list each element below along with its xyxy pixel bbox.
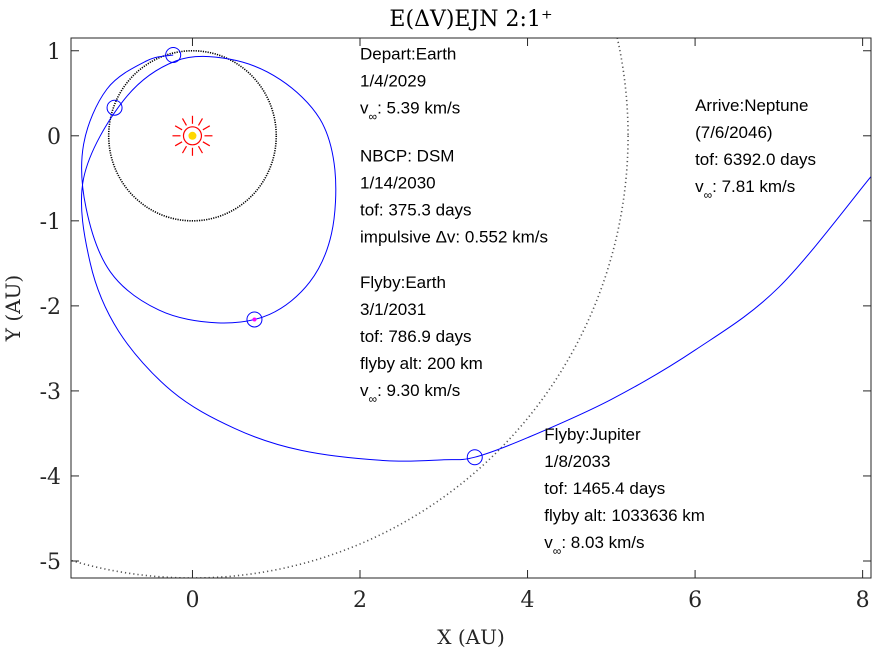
trajectory-line — [80, 54, 871, 462]
y-tick-label: -4 — [40, 465, 61, 490]
sun-ray — [181, 118, 187, 126]
annotation-line: 1/8/2033 — [544, 452, 610, 471]
dsm-annotation: NBCP: DSM 1/14/2030 tof: 375.3 days impulsi… — [360, 146, 548, 246]
sun-ray — [197, 118, 203, 126]
y-tick-label: -2 — [40, 295, 61, 320]
annotation-line: Flyby:Earth — [360, 273, 446, 292]
sun-ray — [181, 145, 187, 154]
earth-position-marker — [106, 99, 123, 116]
sun-disc — [182, 126, 203, 146]
annotation-line: tof: 786.9 days — [360, 327, 472, 346]
sun-ray — [174, 125, 183, 131]
y-tick-label: -3 — [40, 380, 61, 405]
earth-flyby-annotation: Flyby:Earth 3/1/2031 tof: 786.9 days flyby … — [360, 273, 483, 406]
x-tick-label: 2 — [353, 588, 367, 613]
annotations: Depart:Earth 1/4/2029 v∞: 5.39 km/s NBCP: D… — [360, 44, 816, 558]
x-axis-label: X (AU) — [437, 625, 505, 649]
jupiter-orbit-line — [71, 38, 629, 578]
sun-core — [188, 131, 197, 140]
chart-title: E(ΔV)EJN 2:1⁺ — [389, 7, 552, 32]
dsm-marker — [246, 311, 263, 328]
jupiter-flyby-annotation: Flyby:Jupiter 1/8/2033 tof: 1465.4 days fly… — [544, 425, 705, 558]
sun-ray — [202, 141, 211, 147]
annotation-line: 3/1/2031 — [360, 300, 426, 319]
annotation-line: tof: 6392.0 days — [695, 150, 816, 169]
y-tick-label: -1 — [40, 210, 61, 235]
x-tick-label: 8 — [856, 588, 870, 613]
jupiter-flyby-marker — [466, 449, 483, 466]
annotation-line: NBCP: DSM — [360, 146, 454, 165]
annotation-line: tof: 1465.4 days — [544, 479, 665, 498]
annotation-line: v∞: 7.81 km/s — [695, 177, 795, 202]
annotation-line: v∞: 5.39 km/s — [360, 98, 460, 123]
annotation-line: Flyby:Jupiter — [544, 425, 641, 444]
annotation-line: tof: 375.3 days — [360, 200, 472, 219]
annotation-line: flyby alt: 1033636 km — [544, 506, 705, 525]
annotation-line: 1/14/2030 — [360, 173, 436, 192]
y-tick-label: 0 — [47, 125, 61, 150]
sun-ray — [197, 145, 203, 154]
x-tick-label: 0 — [185, 588, 199, 613]
sun-ray — [174, 141, 183, 147]
x-tick-label: 4 — [521, 588, 535, 613]
plot-area — [71, 38, 871, 578]
annotation-line: v∞: 8.03 km/s — [544, 533, 644, 558]
annotation-line: v∞: 9.30 km/s — [360, 381, 460, 406]
dsm-dot — [252, 317, 257, 322]
axis-ticks: 0 2 4 6 810-1-2-3-4-5 — [40, 38, 871, 613]
x-tick-label: 6 — [688, 588, 702, 613]
neptune-annotation: Arrive:Neptune (7/6/2046) tof: 6392.0 days… — [695, 96, 816, 202]
annotation-line: impulsive Δv: 0.552 km/s — [360, 227, 548, 246]
annotation-line: Arrive:Neptune — [695, 96, 808, 115]
y-tick-label: -5 — [40, 550, 61, 575]
depart-earth-marker — [165, 47, 182, 64]
annotation-line: (7/6/2046) — [695, 123, 773, 142]
earth-orbit-line — [107, 49, 278, 222]
y-tick-label: 1 — [47, 40, 61, 65]
annotation-line: flyby alt: 200 km — [360, 354, 483, 373]
annotation-line: Depart:Earth — [360, 44, 456, 63]
y-axis-label: Y (AU) — [1, 275, 25, 342]
axes-box — [70, 37, 872, 579]
sun-ray — [202, 125, 211, 131]
annotation-line: 1/4/2029 — [360, 71, 426, 90]
sun-icon — [172, 115, 213, 156]
depart-annotation: Depart:Earth 1/4/2029 v∞: 5.39 km/s — [360, 44, 460, 123]
